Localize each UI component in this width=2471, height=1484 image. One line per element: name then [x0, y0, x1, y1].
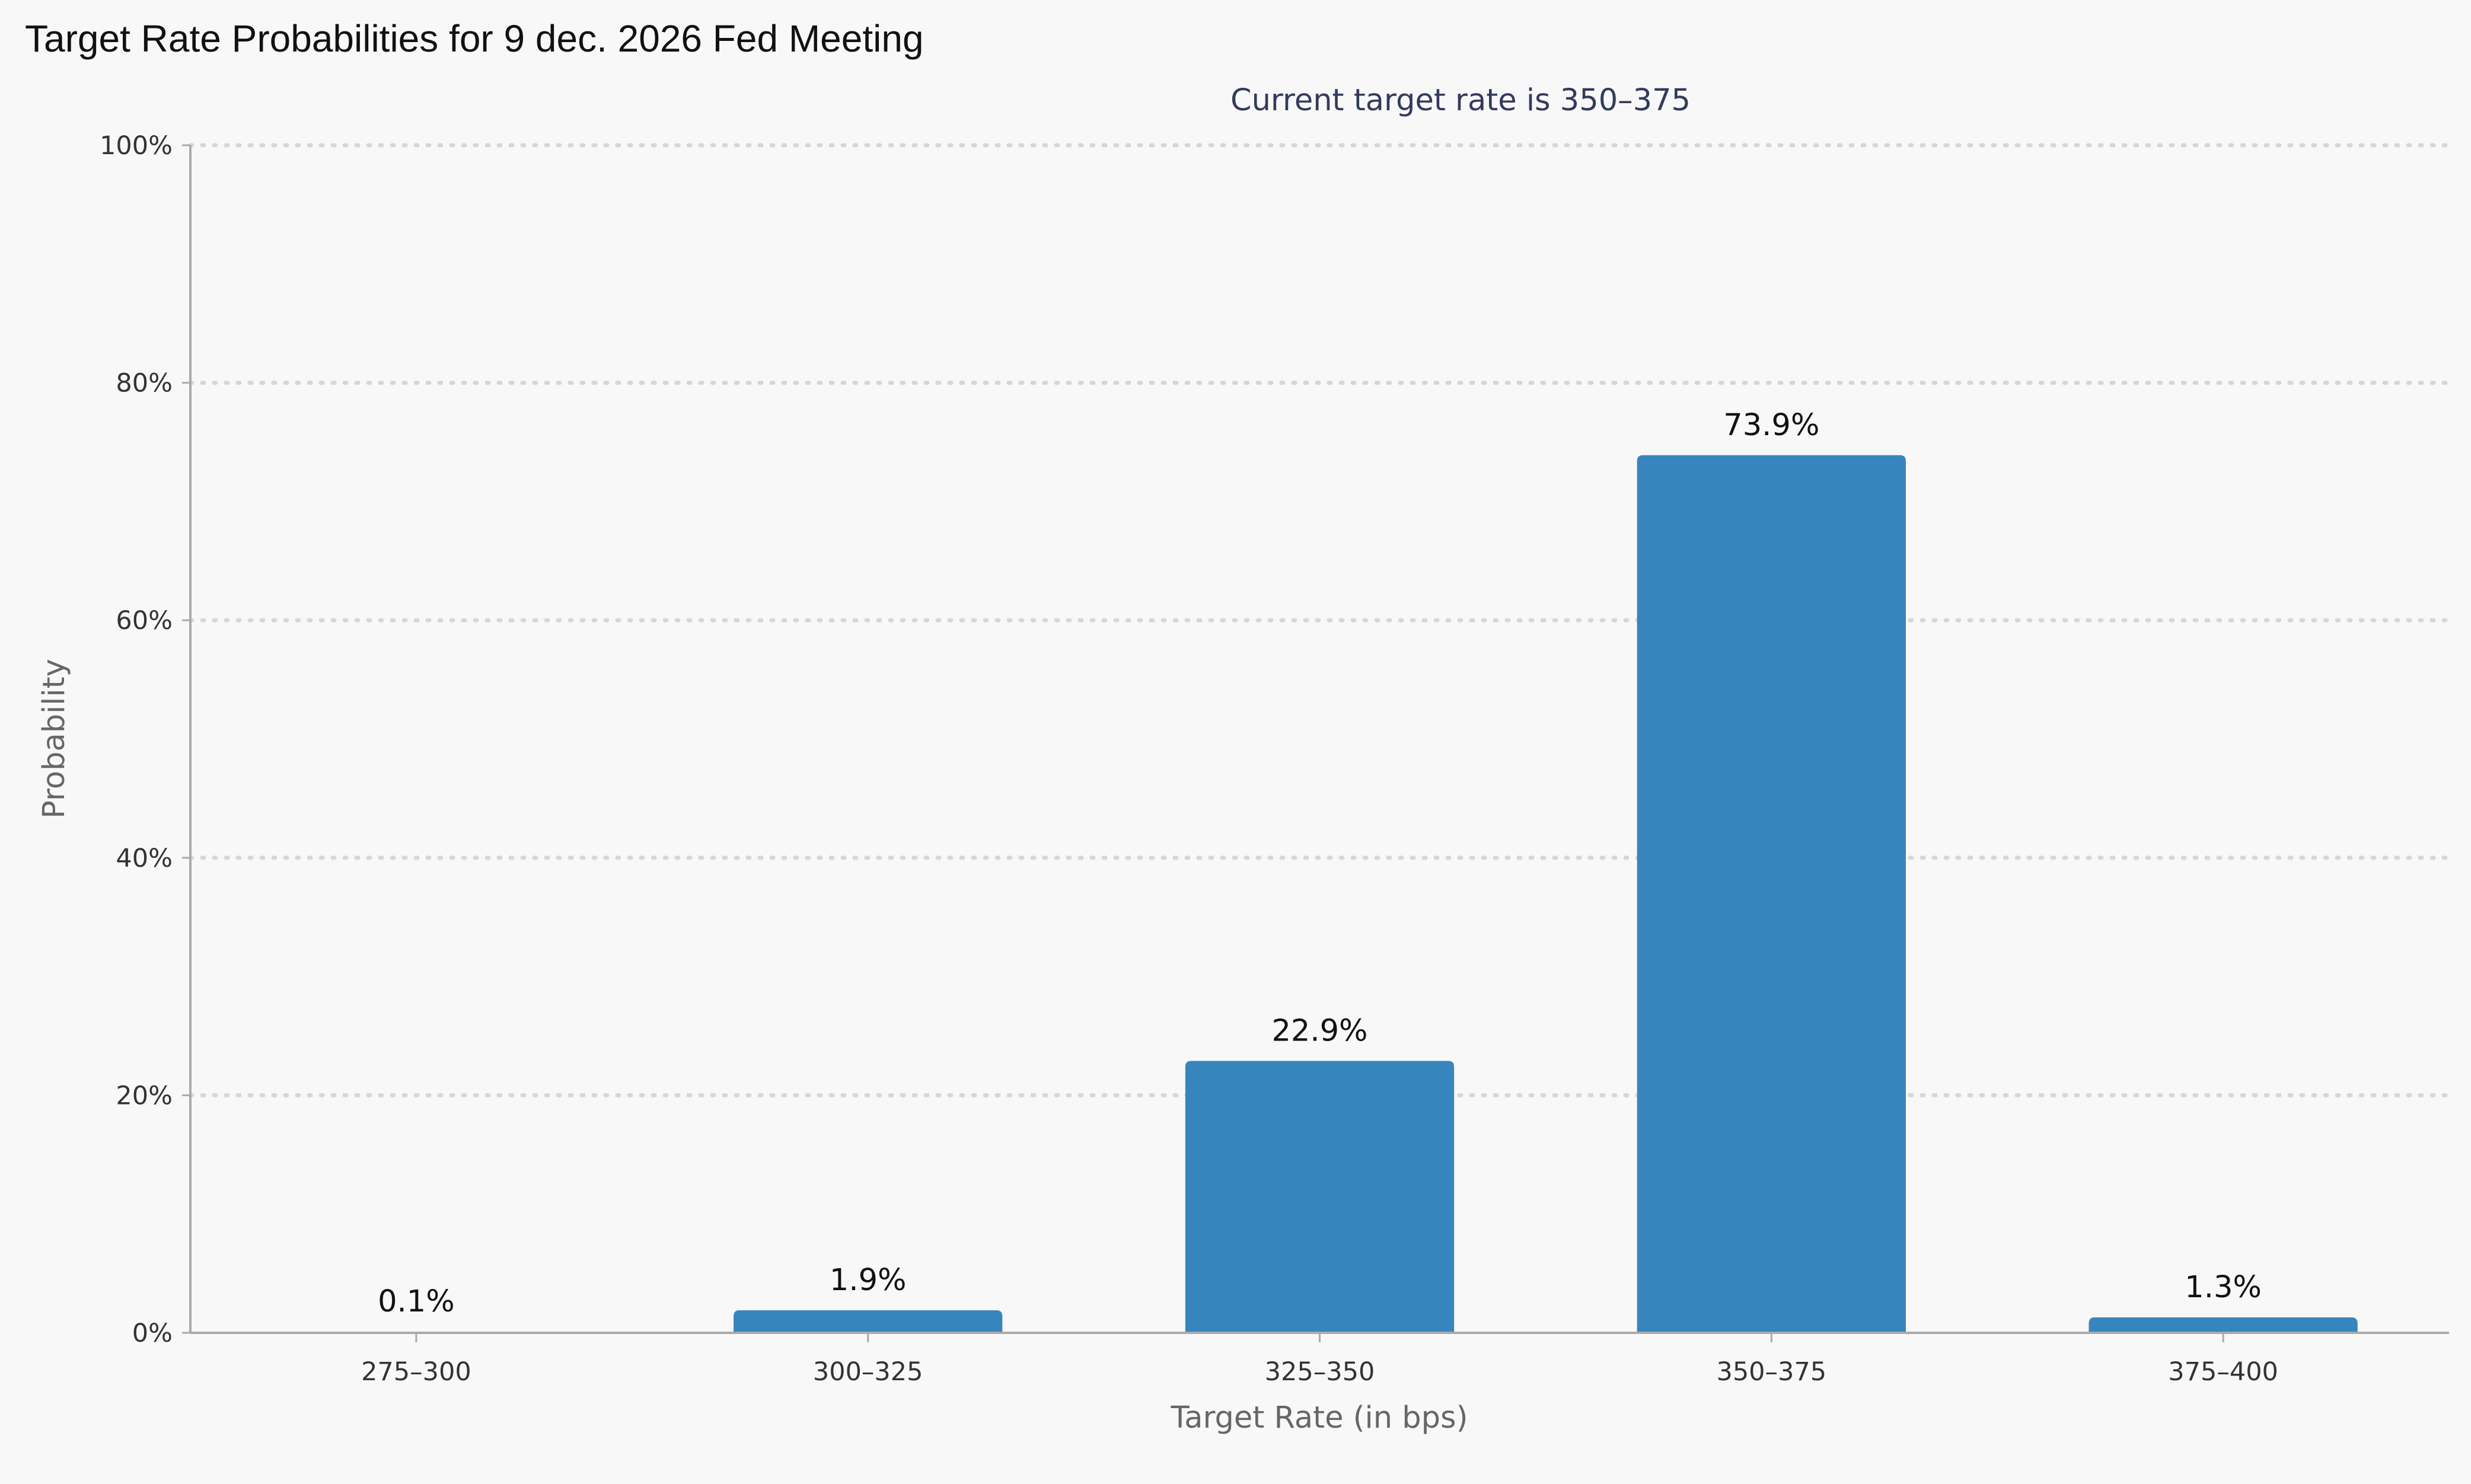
- x-axis-title: Target Rate (in bps): [1171, 1400, 1468, 1435]
- data-labels: 0.1% 1.9% 22.9% 73.9% 1.3%: [378, 408, 2262, 1319]
- bar-325–350[interactable]: [1185, 1061, 1455, 1333]
- x-tick-label-325–350: 325–350: [1265, 1357, 1375, 1387]
- y-tick-label: 100%: [100, 131, 173, 161]
- x-axis-ticks: 275–300 300–325 325–350 350–375 375–400: [361, 1333, 2278, 1387]
- data-label-375–400: 1.3%: [2185, 1270, 2262, 1305]
- x-tick-label-350–375: 350–375: [1716, 1357, 1826, 1387]
- y-tick-label: 60%: [116, 606, 173, 636]
- y-axis-ticks: 0% 20% 40% 60% 80% 100%: [100, 131, 190, 1348]
- chart-subtitle: Current target rate is 350–375: [1230, 83, 1691, 118]
- bar-300–325[interactable]: [734, 1310, 1003, 1333]
- data-label-275–300: 0.1%: [378, 1284, 455, 1319]
- x-tick-label-300–325: 300–325: [813, 1357, 923, 1387]
- bar-350–375[interactable]: [1637, 455, 1906, 1333]
- chart-title: Target Rate Probabilities for 9 dec. 202…: [25, 17, 924, 60]
- data-label-300–325: 1.9%: [830, 1263, 907, 1298]
- gridlines: [188, 143, 2451, 1097]
- y-tick-label: 80%: [116, 369, 173, 398]
- data-label-325–350: 22.9%: [1271, 1013, 1367, 1048]
- y-axis-title: Probability: [37, 659, 72, 819]
- y-tick-label: 0%: [132, 1319, 173, 1348]
- x-tick-label-375–400: 375–400: [2168, 1357, 2278, 1387]
- x-tick-label-275–300: 275–300: [361, 1357, 471, 1387]
- bar-375–400[interactable]: [2089, 1317, 2358, 1333]
- y-tick-label: 20%: [116, 1081, 173, 1110]
- data-label-350–375: 73.9%: [1723, 408, 1819, 443]
- bars: [282, 455, 2358, 1333]
- y-tick-label: 40%: [116, 844, 173, 873]
